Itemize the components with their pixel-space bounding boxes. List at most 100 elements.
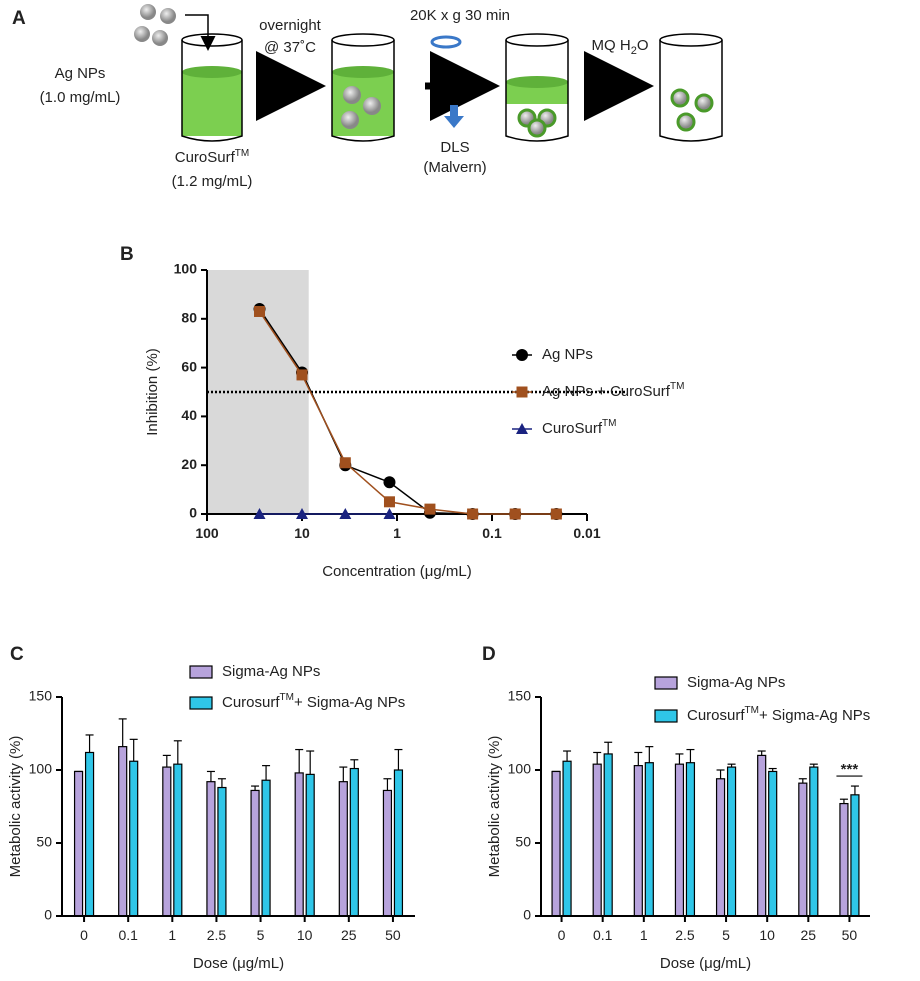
legend-label: Sigma-Ag NPs — [222, 663, 320, 680]
x-tick-label: 50 — [385, 927, 401, 943]
axes — [540, 697, 870, 917]
y-tick-label: 100 — [508, 761, 532, 777]
legend-sup: TM — [745, 705, 759, 716]
x-tick-label: 1 — [168, 927, 176, 943]
bar — [839, 802, 849, 917]
legend-text: Ag NPs — [542, 346, 593, 363]
label: (1.0 mg/mL) — [40, 89, 121, 106]
bar — [715, 778, 726, 917]
x-tick-label: 25 — [801, 927, 817, 943]
x-axis-label: Dose (μg/mL) — [193, 955, 284, 972]
y-tick-label: 0 — [44, 907, 52, 923]
bar — [173, 763, 183, 917]
beaker — [181, 33, 243, 142]
legend-label: CurosurfTM+ Sigma-Ag NPs — [222, 692, 405, 711]
bar — [768, 770, 778, 917]
y-tick-label: 0 — [189, 505, 197, 521]
marker — [383, 508, 396, 519]
bar — [382, 789, 393, 917]
y-tick-label: 100 — [29, 761, 53, 777]
axes — [61, 697, 415, 917]
bar — [305, 773, 315, 917]
legend-text: Curosurf — [687, 707, 745, 724]
legend-text: Sigma-Ag NPs — [222, 663, 320, 680]
bar — [338, 781, 348, 917]
y-tick-label: 80 — [181, 310, 197, 326]
bar — [603, 753, 613, 917]
label: @ 37˚C — [264, 39, 316, 56]
legend-label: CuroSurfTM — [542, 418, 616, 437]
x-tick-label: 5 — [257, 927, 265, 943]
beaker — [331, 33, 395, 142]
legend-label: Ag NPs + CuroSurfTM — [542, 381, 684, 400]
bar — [294, 772, 304, 917]
legend-swatch — [654, 676, 678, 690]
label: 20K x g 30 min — [410, 7, 510, 24]
y-tick-label: 150 — [508, 688, 532, 704]
y-tick-label: 100 — [174, 261, 198, 277]
legend-sup: TM — [280, 692, 294, 703]
marker — [467, 508, 479, 520]
legend-text: Curosurf — [222, 694, 280, 711]
panel-label: B — [120, 244, 134, 265]
y-tick-label: 20 — [181, 456, 197, 472]
bar — [217, 786, 227, 917]
x-tick-label: 50 — [842, 927, 858, 943]
x-tick-label: 10 — [294, 525, 310, 541]
bar — [562, 760, 572, 917]
bar — [633, 765, 643, 917]
bar — [261, 779, 271, 917]
legend-sup: TM — [602, 418, 616, 429]
panel-label: C — [10, 644, 24, 665]
bar — [206, 781, 216, 917]
bar — [674, 763, 685, 917]
label: Ag NPs — [55, 65, 106, 82]
y-tick-label: 60 — [181, 358, 197, 374]
legend-text: + Sigma-Ag NPs — [294, 694, 405, 711]
y-tick-label: 150 — [29, 688, 53, 704]
bar — [850, 794, 860, 917]
marker — [383, 476, 396, 489]
y-axis-label: Inhibition (%) — [144, 348, 161, 436]
bar — [685, 762, 696, 917]
y-tick-label: 50 — [36, 834, 52, 850]
y-axis-label: Metabolic activity (%) — [486, 736, 503, 878]
label: DLS — [440, 139, 469, 156]
marker — [509, 508, 521, 520]
bar — [551, 770, 561, 917]
x-tick-label: 25 — [341, 927, 357, 943]
x-tick-label: 0 — [80, 927, 88, 943]
marker — [296, 508, 308, 519]
x-tick-label: 5 — [722, 927, 730, 943]
x-axis-label: Dose (μg/mL) — [660, 955, 751, 972]
bar — [757, 754, 767, 917]
bar — [129, 760, 139, 917]
series-line — [258, 311, 557, 515]
marker — [254, 305, 266, 317]
marker — [516, 386, 528, 398]
x-axis-label: Concentration (μg/mL) — [322, 563, 472, 580]
x-tick-label: 0.1 — [118, 927, 138, 943]
bar — [809, 766, 819, 917]
beaker — [659, 33, 723, 142]
panel-label: A — [12, 8, 26, 29]
bar — [644, 762, 654, 917]
bar — [592, 763, 602, 917]
y-tick-label: 40 — [181, 407, 197, 423]
legend-text: Sigma-Ag NPs — [687, 674, 785, 691]
x-tick-label: 2.5 — [207, 927, 227, 943]
x-tick-label: 0.1 — [593, 927, 613, 943]
label: MQ H2O — [592, 37, 649, 57]
bar — [118, 746, 128, 917]
bar — [73, 770, 84, 917]
marker — [339, 508, 352, 519]
x-tick-label: 2.5 — [675, 927, 695, 943]
y-axis-label: Metabolic activity (%) — [7, 736, 24, 878]
x-tick-label: 1 — [640, 927, 648, 943]
bar — [250, 789, 260, 917]
label: (1.2 mg/mL) — [172, 173, 253, 190]
marker — [296, 369, 308, 381]
legend-text: Ag NPs + CuroSurf — [542, 383, 671, 400]
label: overnight — [259, 17, 322, 34]
